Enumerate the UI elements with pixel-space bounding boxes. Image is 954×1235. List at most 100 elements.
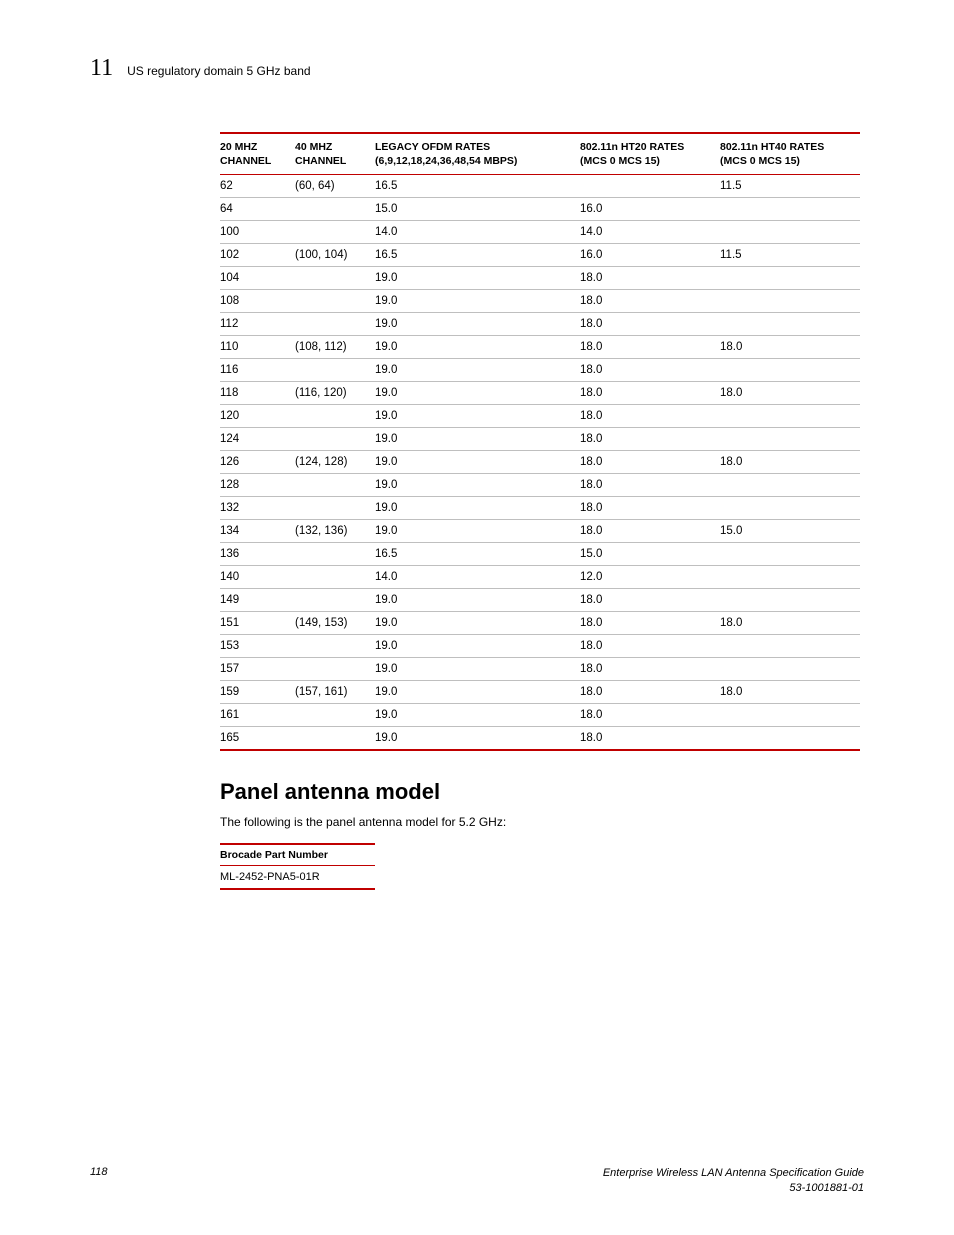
table-cell: 18.0: [580, 704, 720, 727]
table-cell: [720, 428, 860, 451]
section-heading: Panel antenna model: [220, 779, 864, 805]
table-cell: 110: [220, 336, 295, 359]
table-row: 159(157, 161)19.018.018.0: [220, 681, 860, 704]
table-cell: (108, 112): [295, 336, 375, 359]
table-cell: 18.0: [580, 589, 720, 612]
table-cell: 16.5: [375, 175, 580, 198]
table-cell: 16.5: [375, 543, 580, 566]
table-cell: 18.0: [580, 359, 720, 382]
table-cell: [720, 359, 860, 382]
table-cell: (149, 153): [295, 612, 375, 635]
table-row: 6415.016.0: [220, 198, 860, 221]
table-cell: 112: [220, 313, 295, 336]
col-header-ht40: 802.11n HT40 RATES (MCS 0 MCS 15): [720, 133, 860, 175]
footer-doc-title: Enterprise Wireless LAN Antenna Specific…: [603, 1167, 864, 1179]
table-cell: [295, 497, 375, 520]
table-row: 134(132, 136)19.018.015.0: [220, 520, 860, 543]
table-cell: 19.0: [375, 336, 580, 359]
table-cell: 18.0: [580, 428, 720, 451]
table-cell: 18.0: [580, 497, 720, 520]
table-cell: 161: [220, 704, 295, 727]
th-text: LEGACY OFDM RATES: [375, 141, 490, 153]
table-cell: [295, 543, 375, 566]
part-table-header: Brocade Part Number: [220, 844, 375, 866]
table-cell: 18.0: [580, 336, 720, 359]
table-cell: 19.0: [375, 589, 580, 612]
table-cell: 120: [220, 405, 295, 428]
table-cell: 14.0: [375, 221, 580, 244]
table-cell: [720, 635, 860, 658]
table-cell: 104: [220, 267, 295, 290]
table-row: 151(149, 153)19.018.018.0: [220, 612, 860, 635]
table-cell: 19.0: [375, 727, 580, 751]
table-row: 12419.018.0: [220, 428, 860, 451]
table-row: 16519.018.0: [220, 727, 860, 751]
table-row: 126(124, 128)19.018.018.0: [220, 451, 860, 474]
table-cell: 116: [220, 359, 295, 382]
table-cell: 19.0: [375, 290, 580, 313]
table-cell: 18.0: [580, 681, 720, 704]
table-cell: [295, 359, 375, 382]
th-text: CHANNEL: [220, 155, 271, 167]
table-cell: (116, 120): [295, 382, 375, 405]
table-row: 10819.018.0: [220, 290, 860, 313]
table-cell: [295, 658, 375, 681]
table-cell: [720, 543, 860, 566]
table-row: 118(116, 120)19.018.018.0: [220, 382, 860, 405]
table-cell: [295, 589, 375, 612]
table-cell: (157, 161): [295, 681, 375, 704]
table-cell: 64: [220, 198, 295, 221]
table-cell: 18.0: [720, 382, 860, 405]
table-cell: 18.0: [720, 681, 860, 704]
th-text: 40 MHZ: [295, 141, 332, 153]
table-row: 11219.018.0: [220, 313, 860, 336]
table-cell: [295, 290, 375, 313]
table-cell: 19.0: [375, 681, 580, 704]
table-cell: [295, 474, 375, 497]
table-cell: 118: [220, 382, 295, 405]
table-cell: [295, 704, 375, 727]
table-cell: (132, 136): [295, 520, 375, 543]
table-cell: [720, 727, 860, 751]
table-cell: 19.0: [375, 405, 580, 428]
table-cell: 15.0: [720, 520, 860, 543]
col-header-ht20: 802.11n HT20 RATES (MCS 0 MCS 15): [580, 133, 720, 175]
table-cell: 14.0: [580, 221, 720, 244]
table-cell: 102: [220, 244, 295, 267]
table-cell: 18.0: [580, 474, 720, 497]
table-cell: 18.0: [720, 612, 860, 635]
table-row: 13616.515.0: [220, 543, 860, 566]
th-text: (MCS 0 MCS 15): [720, 155, 800, 167]
footer-doc-id: 53-1001881-01: [789, 1182, 864, 1194]
table-cell: 19.0: [375, 658, 580, 681]
part-table-value: ML-2452-PNA5-01R: [220, 866, 375, 890]
table-cell: [295, 405, 375, 428]
table-cell: 136: [220, 543, 295, 566]
table-cell: [720, 589, 860, 612]
table-cell: 19.0: [375, 428, 580, 451]
footer-page-num: 118: [90, 1166, 108, 1195]
table-cell: 18.0: [580, 520, 720, 543]
table-cell: 18.0: [580, 267, 720, 290]
th-text: (MCS 0 MCS 15): [580, 155, 660, 167]
table-cell: 19.0: [375, 382, 580, 405]
table-cell: [720, 267, 860, 290]
table-cell: 14.0: [375, 566, 580, 589]
table-cell: [720, 658, 860, 681]
table-cell: (100, 104): [295, 244, 375, 267]
table-cell: 19.0: [375, 267, 580, 290]
table-cell: [295, 221, 375, 244]
part-number-table: Brocade Part Number ML-2452-PNA5-01R: [220, 843, 375, 890]
table-cell: 19.0: [375, 313, 580, 336]
th-text: (6,9,12,18,24,36,48,54 MBPS): [375, 155, 517, 167]
table-cell: 153: [220, 635, 295, 658]
table-cell: [720, 313, 860, 336]
table-row: 12819.018.0: [220, 474, 860, 497]
table-cell: 12.0: [580, 566, 720, 589]
th-text: 802.11n HT20 RATES: [580, 141, 684, 153]
section-intro: The following is the panel antenna model…: [220, 815, 864, 829]
table-cell: 140: [220, 566, 295, 589]
table-cell: 15.0: [375, 198, 580, 221]
col-header-legacy: LEGACY OFDM RATES (6,9,12,18,24,36,48,54…: [375, 133, 580, 175]
table-cell: 18.0: [580, 612, 720, 635]
